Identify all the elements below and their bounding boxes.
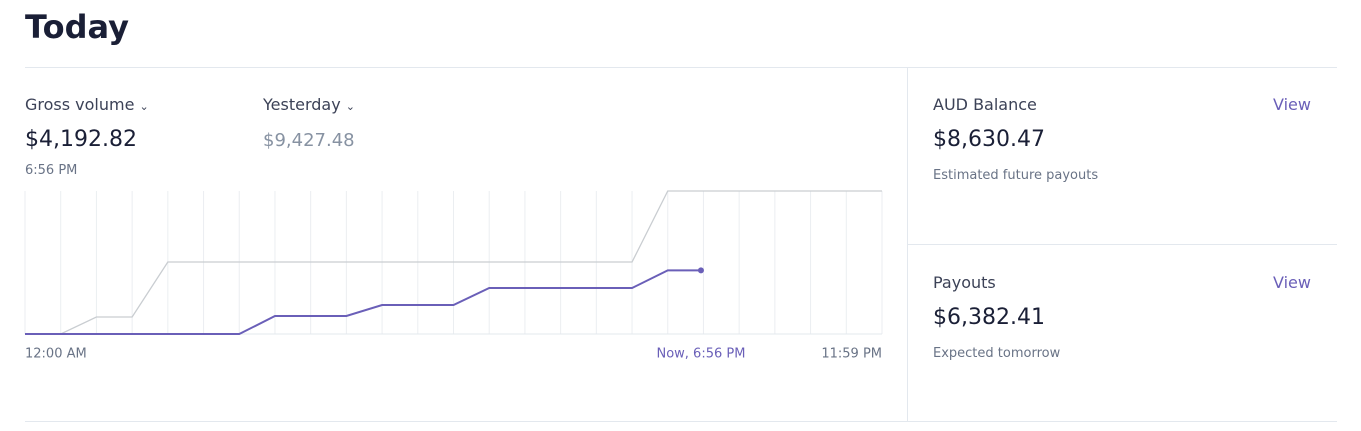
payouts-note: Expected tomorrow: [933, 346, 1061, 361]
page-title: Today: [25, 8, 129, 46]
metric-dropdown[interactable]: Gross volume ⌄: [25, 95, 149, 114]
balance-note: Estimated future payouts: [933, 168, 1099, 183]
balance-amount: $8,630.47: [933, 127, 1045, 152]
divider: [25, 421, 1337, 422]
compare-amount: $9,427.48: [263, 130, 355, 151]
view-link[interactable]: View: [1273, 273, 1311, 292]
gross-amount: $4,192.82: [25, 127, 137, 152]
view-link[interactable]: View: [1273, 95, 1311, 114]
compare-dropdown[interactable]: Yesterday ⌄: [263, 95, 355, 114]
end-dot: [697, 267, 704, 274]
x-tick-label: 12:00 AM: [25, 347, 87, 362]
chart: 12:00 AM Now, 6:56 PM 11:59 PM: [24, 190, 883, 362]
line: [25, 190, 882, 335]
payouts-amount: $6,382.41: [933, 305, 1045, 330]
gross-time: 6:56 PM: [25, 163, 78, 178]
balance-title: AUD Balance: [933, 95, 1037, 114]
line: [25, 269, 701, 335]
x-tick-label: 11:59 PM: [821, 347, 882, 362]
x-tick-label: Now, 6:56 PM: [656, 347, 745, 362]
compare-label: Yesterday: [263, 95, 341, 114]
payouts-title: Payouts: [933, 273, 996, 292]
divider: [907, 244, 1337, 245]
metric-label: Gross volume: [25, 95, 135, 114]
divider: [25, 67, 1337, 68]
